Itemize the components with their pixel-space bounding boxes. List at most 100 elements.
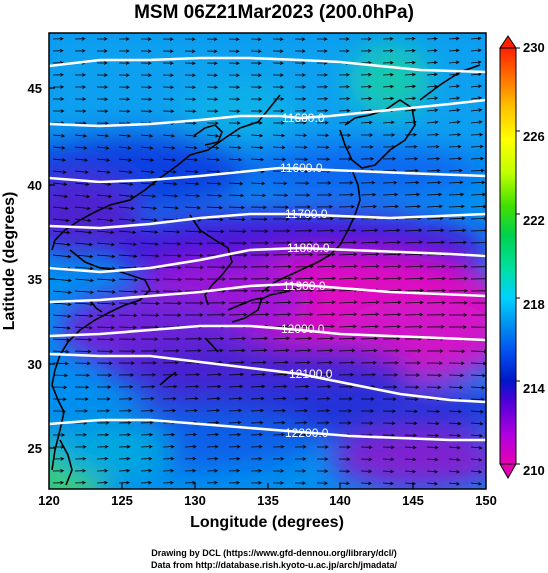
wind-arrow [360,324,379,329]
wind-arrow [228,300,248,305]
wind-arrow [96,421,110,425]
wind-arrow [228,384,244,389]
wind-arrow [74,349,92,354]
wind-arrow [382,336,401,341]
wind-arrow [470,72,482,77]
wind-arrow [470,457,483,462]
wind-arrow [360,372,377,377]
wind-arrow [250,217,268,222]
wind-arrow [382,312,402,317]
wind-arrow [294,120,307,125]
wind-arrow [470,144,484,149]
wind-arrow [52,397,67,402]
wind-arrow [404,60,416,65]
wind-arrow [448,192,465,197]
wind-arrow [426,433,440,438]
wind-arrow [382,276,403,281]
wind-arrow [118,134,132,138]
wind-arrow [382,397,397,401]
wind-arrow [404,204,421,209]
wind-arrow [184,194,201,198]
contour-label: 11600.0 [282,111,325,125]
wind-arrow [382,72,394,77]
wind-arrow [250,193,267,198]
contour-line [49,212,486,230]
wind-arrow [206,384,222,389]
wind-arrow [316,240,336,245]
wind-arrow [360,49,372,53]
wind-arrow [74,445,87,449]
wind-arrow [74,242,93,247]
wind-arrow [426,108,439,113]
wind-arrow [294,252,314,257]
wind-arrow [184,73,196,78]
wind-arrow [96,266,116,271]
wind-arrow [382,409,397,413]
wind-arrow [470,290,486,292]
wind-arrow [162,73,174,78]
wind-arrow [96,73,108,77]
y-tick-label: 40 [28,178,42,193]
wind-arrow [140,73,152,77]
wind-arrow [360,145,374,149]
wind-arrow [140,85,153,89]
y-tick-label: 35 [28,272,42,287]
wind-arrow [272,312,292,317]
wind-arrow [426,180,442,185]
wind-arrow [404,288,425,293]
wind-arrow [317,49,328,53]
wind-arrow [426,228,445,233]
wind-arrow [96,218,114,223]
wind-arrow [184,170,199,174]
wind-arrow [206,145,220,150]
wind-arrow [294,264,314,269]
wind-arrow [206,181,222,186]
wind-arrow [426,84,439,89]
wind-arrow [250,336,269,341]
wind-arrow [294,133,308,138]
wind-arrow [316,133,330,138]
wind-arrow [404,385,420,389]
wind-arrow [470,216,486,221]
wind-arrow [52,182,68,186]
wind-arrow [250,396,265,401]
wind-arrow [52,230,71,235]
wind-arrow [250,456,263,461]
wind-arrow [162,206,179,210]
wind-arrow [162,313,182,317]
wind-arrow [52,326,71,330]
wind-arrow [338,300,358,305]
wind-arrow [448,264,468,269]
wind-arrow [184,277,205,282]
wind-arrow [74,109,87,113]
wind-arrow [360,204,377,209]
wind-arrow [272,469,285,473]
wind-arrow [250,444,263,449]
wind-arrow [426,216,444,221]
wind-arrow [294,205,311,209]
wind-arrow [360,300,380,305]
wind-arrow [228,193,245,198]
wind-arrow [404,312,424,317]
wind-arrow [206,336,225,341]
wind-arrow [52,85,65,89]
wind-arrow [96,290,116,294]
wind-arrow [140,254,160,258]
wind-arrow [228,121,241,125]
wind-arrow [470,60,482,65]
wind-arrow [272,300,292,305]
wind-arrow [162,37,174,41]
wind-arrow [52,445,65,449]
wind-arrow [448,288,469,293]
wind-arrow [52,338,71,342]
wind-arrow [206,121,219,125]
wind-arrow [316,421,330,425]
wind-arrow [140,420,154,425]
wind-arrow [96,373,113,377]
wind-arrow [294,481,307,485]
wind-arrow [338,324,357,329]
wind-arrow [118,397,133,401]
wind-arrow [338,204,355,209]
wind-arrow [96,85,109,89]
wind-arrow [294,384,310,389]
